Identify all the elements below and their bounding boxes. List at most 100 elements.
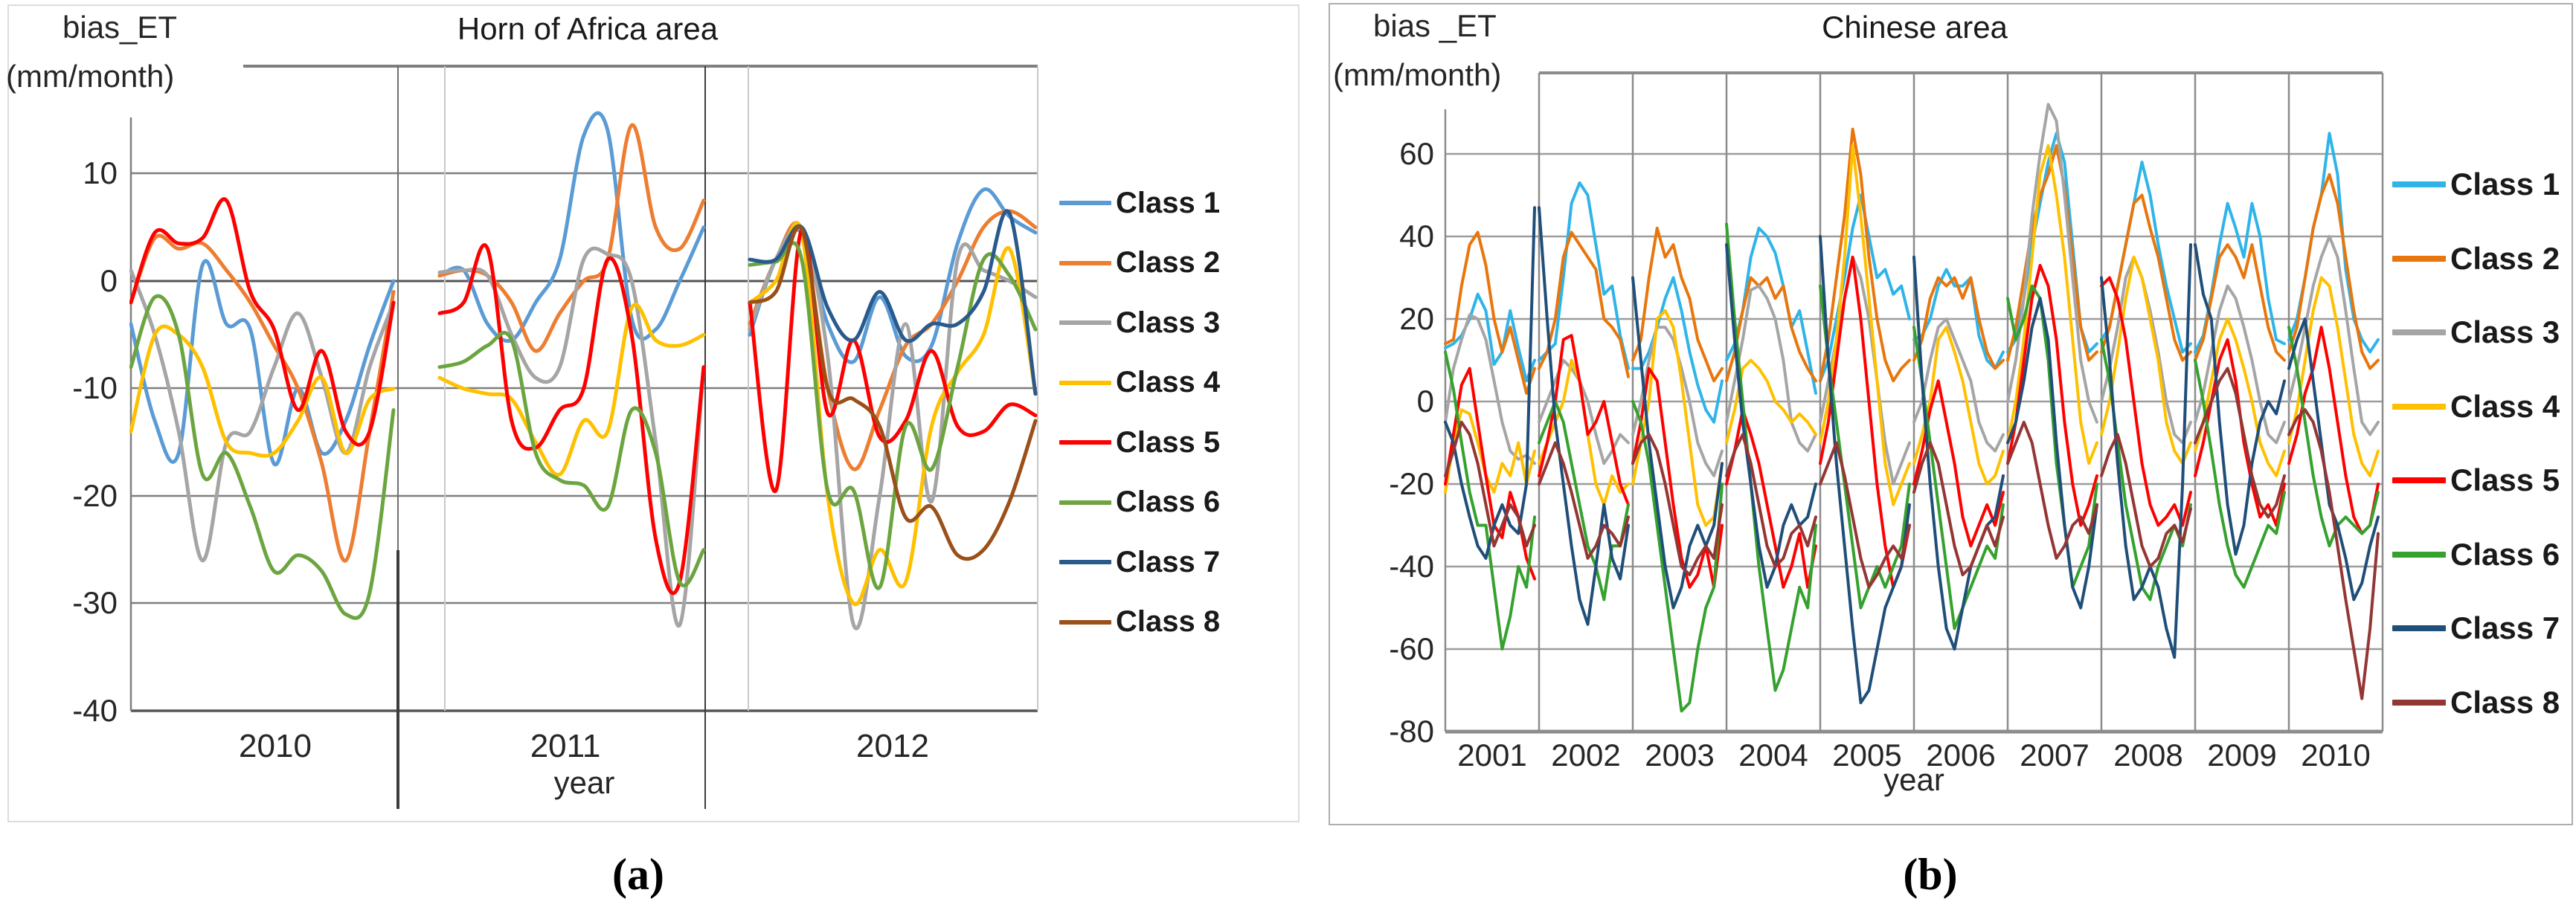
legend-item-class-3: Class 3	[2392, 314, 2560, 351]
legend-item-class-8: Class 8	[2392, 684, 2560, 721]
chart-title-b: Chinese area	[1822, 10, 2008, 45]
series-line-class-7	[2006, 297, 2098, 610]
x-tick-label: 2004	[1738, 738, 1808, 773]
y-tick-label: -80	[1389, 714, 1434, 749]
legend-swatch-class-1	[2392, 181, 2446, 187]
series-line-class-2	[1444, 230, 1536, 395]
x-tick-label: 2002	[1551, 738, 1620, 773]
y-tick-label: 10	[83, 155, 118, 190]
y-tick-label: -40	[1389, 549, 1434, 584]
series-line-class-7	[1912, 255, 2005, 651]
series-line-class-2	[2194, 243, 2286, 362]
series-line-class-8	[1444, 420, 1536, 548]
y-tick-label: -20	[1389, 466, 1434, 501]
legend-item-class-5: Class 5	[1059, 424, 1220, 461]
legend-swatch-class-6	[2392, 551, 2446, 558]
y-tick-label: 60	[1399, 136, 1434, 171]
series-line-class-5	[748, 227, 1038, 493]
legend-label: Class 4	[1116, 366, 1221, 399]
series-line-class-3	[2194, 284, 2286, 445]
legend-label: Class 2	[1116, 246, 1221, 279]
series-line-class-2	[1631, 226, 1724, 383]
legend-item-class-7: Class 7	[1059, 544, 1220, 581]
y-axis-title-line1-a: bias_ET	[62, 10, 178, 45]
legend-item-class-5: Class 5	[2392, 462, 2560, 499]
legend-label: Class 2	[2450, 240, 2560, 276]
series-line-class-2	[1819, 127, 1911, 383]
series-line-class-1	[1538, 181, 1630, 370]
series-line-class-5	[2100, 276, 2192, 527]
series-line-class-7	[1631, 276, 1724, 610]
series-line-class-7	[1725, 243, 1817, 589]
series-line-class-8	[2100, 433, 2192, 568]
y-tick-label: 0	[1417, 384, 1434, 419]
legend-label: Class 4	[2450, 388, 2560, 424]
series-line-class-3	[1912, 317, 2005, 453]
series-line-class-5	[1631, 367, 1724, 589]
legend-swatch-class-5	[2392, 477, 2446, 483]
legend-label: Class 1	[2450, 167, 2560, 201]
series-line-class-7	[2194, 243, 2286, 556]
series-line-class-8	[2194, 367, 2286, 519]
caption-b: (b)	[1903, 850, 1958, 899]
y-tick-label: 20	[1399, 301, 1434, 336]
x-tick-label: 2003	[1645, 738, 1714, 773]
legend-item-class-6: Class 6	[1059, 484, 1220, 521]
x-tick-label: 2010	[2301, 738, 2370, 773]
x-axis-title-b: year	[1883, 762, 1944, 797]
x-tick-label: 2008	[2113, 738, 2182, 773]
series-line-class-2	[1538, 230, 1630, 378]
series-line-class-4	[129, 324, 396, 458]
legend-label: Class 1	[1116, 186, 1221, 219]
legend-label: Class 5	[1116, 425, 1221, 459]
legend-swatch-class-2	[2392, 255, 2446, 262]
series-line-class-8	[1725, 433, 1817, 568]
y-tick-label: -20	[72, 478, 118, 513]
series-line-class-4	[1819, 143, 1911, 506]
series-line-class-6	[2194, 358, 2286, 589]
series-line-class-6	[1819, 284, 1911, 610]
y-tick-label: -40	[72, 693, 118, 728]
series-line-class-4	[2100, 255, 2192, 465]
series-line-class-4	[2006, 143, 2098, 465]
series-line-class-5	[1725, 408, 1817, 589]
series-group-panel-b	[1444, 103, 2380, 713]
y-axis-title-line2-a: (mm/month)	[6, 59, 175, 94]
x-tick-label: 2010	[239, 728, 312, 764]
legend-label: Class 7	[2450, 610, 2560, 645]
y-axis-title-line1-b: bias _ET	[1373, 8, 1497, 43]
series-line-class-8	[2287, 408, 2380, 700]
x-tick-label: 2012	[856, 728, 929, 764]
y-tick-label: 40	[1399, 219, 1434, 254]
series-line-class-1	[1631, 276, 1724, 424]
series-line-class-1	[129, 259, 396, 467]
legend-swatch-class-8	[1059, 619, 1111, 625]
series-line-class-1	[2100, 161, 2192, 354]
legend-swatch-class-2	[1059, 260, 1111, 265]
series-line-class-2	[2006, 143, 2098, 362]
y-tick-label: 0	[100, 263, 118, 298]
series-line-class-8	[1538, 441, 1630, 560]
series-line-class-6	[1912, 326, 2005, 630]
legend-label: Class 3	[2450, 315, 2560, 349]
series-line-class-1	[2194, 201, 2286, 354]
legend-swatch-class-5	[1059, 440, 1111, 445]
legend-swatch-class-3	[2392, 329, 2446, 335]
legend-item-class-2: Class 2	[1059, 245, 1220, 282]
legend-label: Class 6	[2450, 536, 2560, 572]
series-line-class-7	[2100, 243, 2192, 659]
tick-labels-panel-b: 60 40 20 0 -20 -40 -60 -80 2001 2002 2003 2004 2005 2…	[1389, 136, 2370, 773]
series-line-class-2	[1912, 276, 2005, 370]
series-line-class-3	[1725, 284, 1817, 453]
series-line-class-8	[1819, 441, 1911, 589]
series-line-class-3	[2287, 235, 2380, 436]
legend-item-class-3: Class 3	[1059, 304, 1220, 341]
series-line-class-5	[1912, 379, 2005, 548]
legend-item-class-6: Class 6	[2392, 536, 2560, 573]
legend-item-class-2: Class 2	[2392, 240, 2560, 277]
legend-item-class-4: Class 4	[2392, 388, 2560, 425]
series-line-class-4	[1444, 408, 1536, 494]
series-line-class-8	[2006, 420, 2098, 560]
caption-a: (a)	[612, 850, 664, 899]
